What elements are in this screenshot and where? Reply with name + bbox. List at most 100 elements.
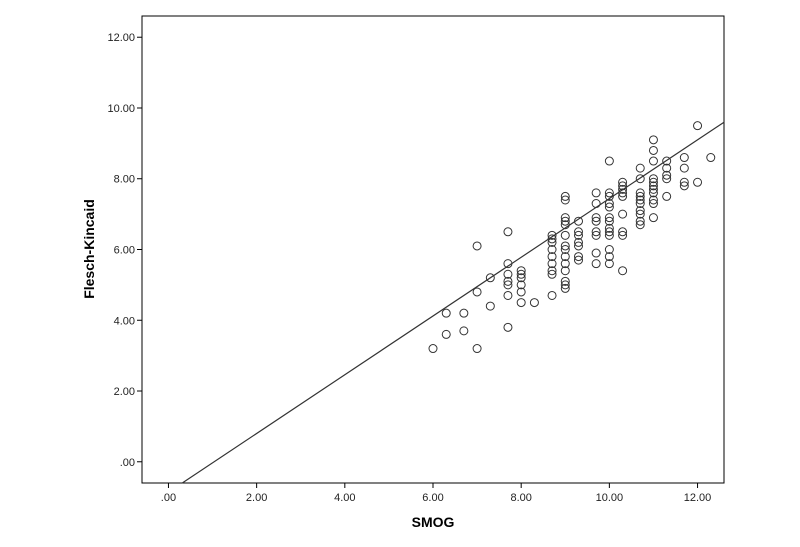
data-point — [560, 266, 570, 276]
x-axis-title: SMOG — [412, 514, 455, 530]
data-point — [618, 227, 628, 237]
data-point — [635, 188, 645, 198]
data-point — [591, 216, 601, 226]
y-axis: .00 2.00 4.00 6.00 8.00 10.00 12.00 — [107, 32, 142, 469]
data-point — [428, 344, 438, 354]
data-point — [560, 276, 570, 286]
data-point — [662, 174, 672, 184]
x-tick-label: 4.00 — [334, 492, 355, 504]
data-point — [472, 287, 482, 297]
data-point — [604, 252, 614, 262]
data-point — [591, 227, 601, 237]
data-point — [547, 252, 557, 262]
data-point — [516, 269, 526, 279]
data-point — [679, 153, 689, 163]
data-point — [459, 326, 469, 336]
data-point — [574, 252, 583, 262]
data-point — [441, 329, 451, 339]
data-point — [706, 153, 716, 163]
y-tick-label: 2.00 — [114, 386, 135, 398]
data-point — [574, 255, 583, 265]
data-point — [516, 273, 526, 283]
x-tick-label: 12.00 — [684, 492, 712, 504]
fit-line-group — [181, 121, 725, 484]
data-point — [547, 230, 557, 240]
data-point — [618, 181, 628, 191]
data-point — [560, 252, 570, 262]
y-tick-label: 8.00 — [114, 174, 135, 186]
data-point — [503, 259, 513, 269]
data-point — [516, 298, 526, 308]
data-point — [574, 227, 583, 237]
data-point — [618, 230, 628, 240]
y-axis-title: Flesch-Kincaid — [81, 199, 97, 299]
data-point — [635, 199, 645, 209]
data-point — [604, 199, 614, 209]
data-point — [635, 216, 645, 226]
plot-frame — [141, 15, 725, 484]
data-point — [662, 163, 672, 173]
data-point — [560, 213, 570, 223]
data-point — [662, 191, 672, 201]
data-point — [618, 188, 628, 198]
data-point — [604, 230, 614, 240]
x-axis: .00 2.00 4.00 6.00 8.00 10.00 12.00 — [161, 483, 712, 504]
data-point — [604, 245, 614, 254]
data-point — [648, 188, 658, 198]
data-point — [679, 177, 689, 187]
data-point — [441, 308, 451, 318]
data-point — [648, 181, 658, 191]
data-point — [604, 223, 614, 233]
data-point — [679, 181, 689, 191]
data-point — [635, 163, 645, 173]
data-point — [648, 184, 658, 194]
data-point — [604, 213, 614, 223]
data-point — [529, 298, 539, 308]
data-point — [560, 283, 570, 293]
data-point — [472, 241, 482, 251]
x-tick-label: 6.00 — [422, 492, 443, 504]
data-point — [560, 191, 570, 201]
data-point — [547, 266, 557, 276]
data-point — [547, 290, 557, 300]
data-point — [693, 177, 703, 187]
data-point — [604, 191, 614, 201]
data-point — [574, 230, 583, 240]
data-point — [560, 220, 570, 230]
data-point — [591, 230, 601, 240]
data-point — [503, 276, 513, 286]
x-tick-label: 2.00 — [246, 492, 267, 504]
data-point — [560, 216, 570, 226]
data-point — [635, 174, 645, 184]
data-point — [547, 269, 557, 279]
fit-line — [181, 121, 725, 484]
data-point — [618, 191, 628, 201]
data-point — [591, 188, 601, 198]
y-tick-label: 10.00 — [107, 103, 135, 115]
x-tick-label: 10.00 — [596, 492, 624, 504]
data-point — [693, 121, 703, 131]
data-point — [485, 301, 495, 311]
data-point — [648, 195, 658, 205]
data-point — [635, 191, 645, 201]
data-point — [648, 177, 658, 187]
y-tick-label: .00 — [120, 457, 135, 469]
data-point — [516, 287, 526, 297]
data-point — [648, 199, 658, 209]
data-point — [618, 177, 628, 187]
data-point — [604, 188, 614, 198]
x-tick-label: 8.00 — [510, 492, 531, 504]
data-point — [574, 241, 583, 251]
data-point — [503, 269, 513, 279]
data-point — [547, 234, 557, 244]
data-point — [648, 156, 658, 166]
data-point — [662, 156, 672, 166]
data-point — [560, 259, 570, 269]
data-point — [635, 206, 645, 216]
data-point — [604, 259, 614, 269]
data-point — [635, 209, 645, 219]
data-point — [635, 220, 645, 230]
data-point — [485, 273, 495, 283]
y-tick-label: 6.00 — [114, 245, 135, 257]
